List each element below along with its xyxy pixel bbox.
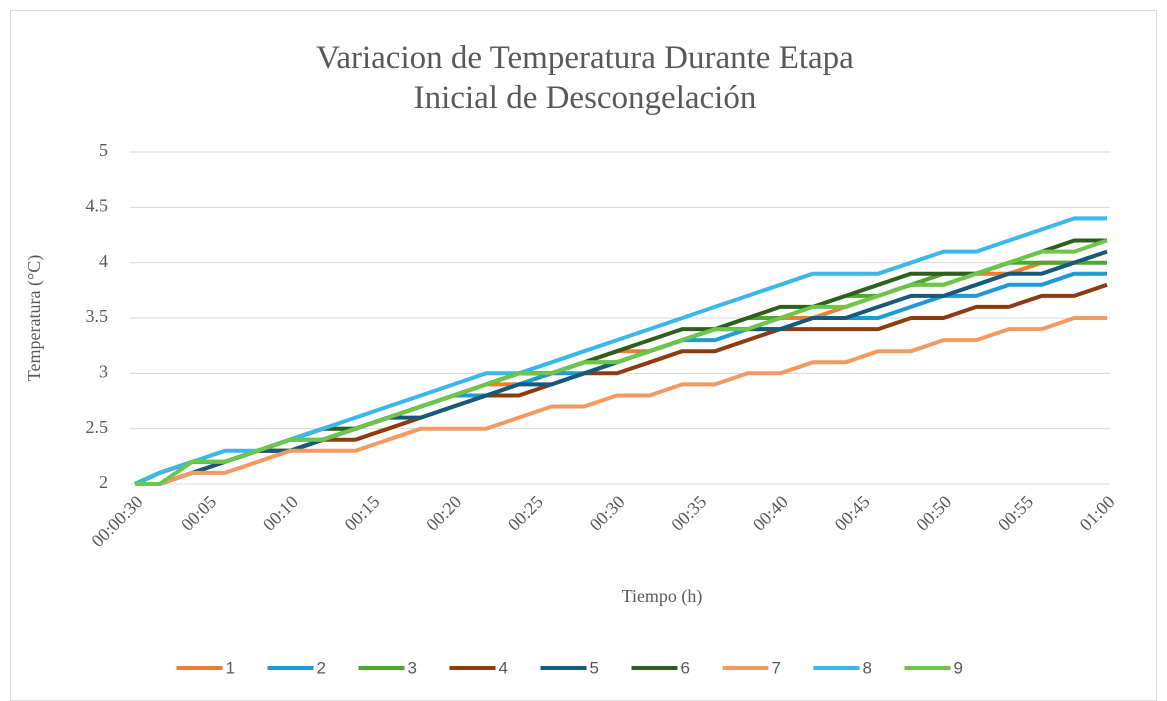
y-tick-label: 2 [99,472,108,492]
legend-label: 3 [408,658,417,677]
x-tick-label: 00:00:30 [87,492,146,551]
x-tick-label: 00:55 [994,492,1037,535]
legend-label: 4 [499,658,508,677]
y-tick-label: 4.5 [86,195,109,215]
legend-label: 6 [681,658,690,677]
x-tick-label: 00:10 [259,492,302,535]
legend-label: 1 [226,658,235,677]
y-tick-label: 2.5 [86,417,109,437]
y-tick-label: 4 [99,251,108,271]
y-axis-label: Temperatura (°C) [24,255,45,381]
x-tick-label: 00:25 [504,492,547,535]
legend: 1 2 3 4 5 6 7 8 9 [176,658,963,677]
chart-title: Variacion de Temperatura Durante Etapa I… [316,40,854,116]
y-tick-label: 5 [99,140,108,160]
legend-label: 2 [317,658,326,677]
series-line [135,316,1107,486]
y-tick-label: 3.5 [86,306,109,326]
x-tick-label: 01:00 [1076,492,1119,535]
x-tick-label: 00:40 [749,492,792,535]
legend-label: 7 [772,658,781,677]
legend-label: 9 [954,658,963,677]
y-tick-label: 3 [99,361,108,381]
x-tick-label: 00:35 [667,492,710,535]
x-tick-label: 00:15 [340,492,383,535]
legend-label: 5 [590,658,599,677]
x-tick-label: 00:20 [422,492,465,535]
x-tick-label: 00:50 [912,492,955,535]
x-tick-label: 00:45 [831,492,874,535]
x-tick-label: 00:05 [177,492,220,535]
x-axis-label: Tiempo (h) [622,586,703,607]
series-line [135,249,1108,486]
series-line [135,238,1108,486]
x-tick-label: 00:30 [586,492,629,535]
legend-label: 8 [863,658,872,677]
